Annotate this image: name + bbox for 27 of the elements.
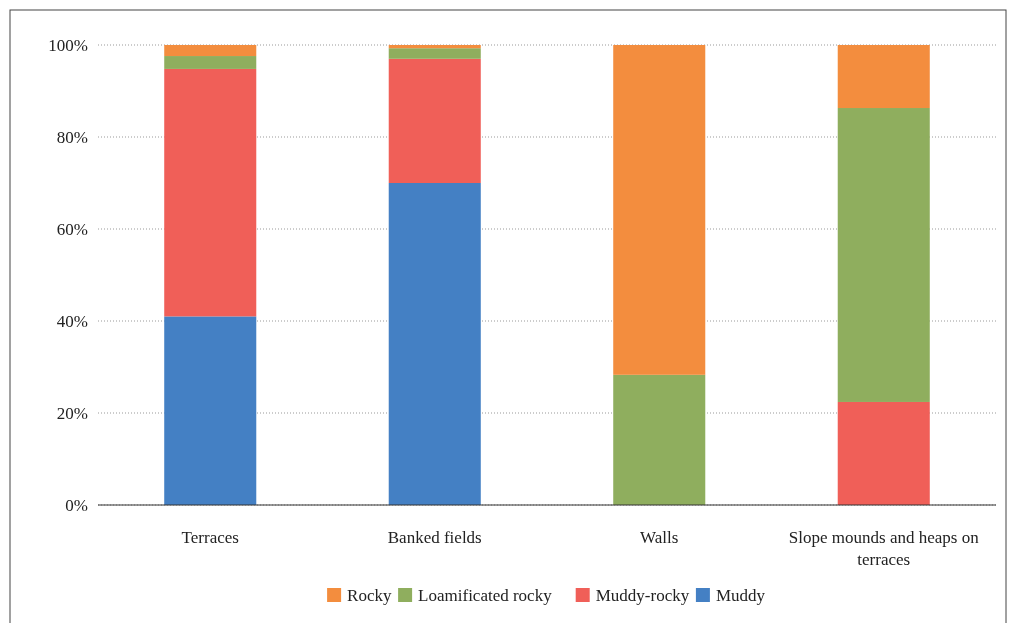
y-tick-label: 40% (56, 311, 88, 331)
x-tick-label: Slope mounds and heaps on terraces (788, 528, 980, 570)
y-tick-label: 60% (56, 219, 88, 239)
bar (613, 45, 706, 375)
y-tick-label: 100% (48, 35, 88, 55)
x-tick-label: Banked fields (387, 528, 482, 547)
x-tick-label: Terraces (181, 528, 239, 547)
y-tick-label: 80% (56, 127, 88, 147)
bar (388, 45, 481, 49)
bar (164, 316, 257, 505)
bar (837, 108, 930, 402)
bar (388, 183, 481, 505)
legend-label: Rocky (347, 585, 392, 605)
bar (837, 45, 930, 109)
legend-label: Muddy (715, 585, 766, 605)
bar (388, 48, 481, 59)
bar (837, 401, 930, 505)
legend-label: Loamificated rocky (418, 585, 553, 605)
y-tick-label: 0% (65, 495, 88, 515)
bar (164, 68, 257, 317)
legend-label: Muddy-rocky (595, 585, 690, 605)
x-tick-label: Walls (640, 528, 679, 547)
bar (164, 45, 257, 57)
bar (164, 56, 257, 69)
bar (613, 374, 706, 505)
bar (388, 58, 481, 183)
y-tick-label: 20% (56, 403, 88, 423)
